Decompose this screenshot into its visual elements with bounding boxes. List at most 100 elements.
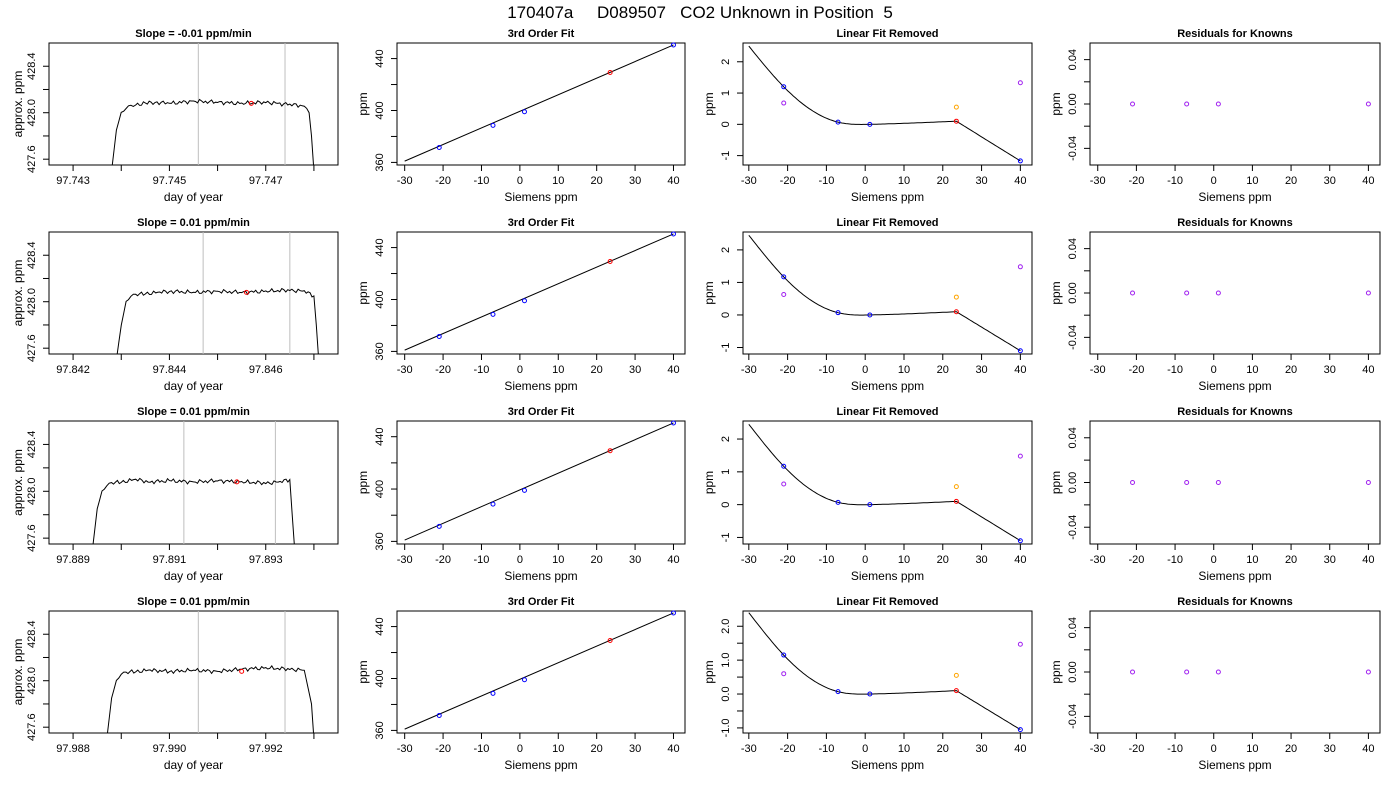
r2-residual-title: Linear Fit Removed [836,217,938,229]
r4-fit-ytick-label: 360 [374,721,386,739]
r3-residual-point [781,481,787,487]
r3-fit-fit-line [404,422,674,541]
r1-fit-xtick-label: -10 [474,175,490,187]
r1-residual-ylabel: ppm [702,92,716,115]
r1-trace-mean-marker [248,100,254,106]
r3-fit-ytick-label: 360 [374,532,386,550]
r4-residual-ytick-label: 1.0 [720,652,732,667]
r2-fit-xtick-label: -30 [397,364,413,376]
r3-trace-xtick-label: 97.893 [249,554,283,566]
r2-knowns-point [1184,290,1190,296]
r2-trace-ylabel: approx. ppm [11,260,25,327]
r4-fit-ylabel: ppm [356,660,370,683]
r4-residual-point [1017,641,1023,647]
r3-knowns-ytick-label: -0.04 [1067,515,1079,540]
r2-fit-xtick-label: 0 [517,364,523,376]
r3-knowns-plot-frame [1089,420,1381,545]
r4-trace-xtick-label: 97.992 [249,743,283,755]
r1-trace-ylabel: approx. ppm [11,71,25,138]
r2-knowns-ytick-label: -0.04 [1067,325,1079,350]
r1-trace-xtick-label: 97.743 [56,175,90,187]
r4-knowns-ylabel: ppm [1049,660,1063,683]
r2-trace-ytick-label: 428.0 [26,288,38,316]
r1-trace-plot-frame [48,42,339,166]
r3-trace-title: Slope = 0.01 ppm/min [137,406,250,418]
r3-residual-xtick-label: 40 [1014,554,1026,566]
r1-residual-ytick-label: -1 [720,151,732,161]
r1-fit-xtick-label: 0 [517,175,523,187]
r2-knowns-xtick-label: -30 [1090,364,1106,376]
r1-residual-plot-frame [742,42,1033,166]
r3-fit-title: 3rd Order Fit [508,406,575,418]
r3-knowns-xtick-label: 40 [1362,554,1374,566]
r2-trace-title: Slope = 0.01 ppm/min [137,217,250,229]
r1-knowns-xtick-label: 10 [1246,175,1258,187]
r2-residual-xlabel: Siemens ppm [851,379,924,393]
r1-knowns-point [1215,101,1221,107]
r3-trace-xlabel: day of year [164,569,223,583]
r4-fit-ytick-label: 440 [374,617,386,635]
r2-knowns-ylabel: ppm [1049,281,1063,304]
r2-trace-ytick-label: 427.6 [26,334,38,362]
r4-knowns-xtick-label: 0 [1211,743,1217,755]
r1-residual-cubic-curve [748,45,1021,162]
r3-fit-point [436,523,442,529]
r1-fit-xtick-label: 30 [629,175,641,187]
r1-trace-xtick-label: 97.747 [249,175,283,187]
r4-residual-point [867,691,873,697]
r4-fit-fit-line [404,612,674,730]
r3-fit-plot-frame [396,420,686,545]
r1-knowns-ytick-label: -0.04 [1067,136,1079,161]
r3-fit-point [521,487,527,493]
r4-fit-title: 3rd Order Fit [508,596,575,608]
r4-fit-xtick-label: 40 [667,743,679,755]
r4-knowns-ytick-label: -0.04 [1067,704,1079,729]
r3-fit-xtick-label: -10 [474,554,490,566]
r4-residual-point [953,688,959,694]
r1-knowns-xtick-label: 0 [1211,175,1217,187]
r4-residual-xtick-label: -10 [818,743,834,755]
r2-trace-mean-marker [243,289,249,295]
r3-residual-cubic-curve [748,423,1021,542]
r4-residual-point [781,652,787,658]
r2-residual-ylabel: ppm [702,281,716,304]
r2-fit-title: 3rd Order Fit [508,217,575,229]
r1-fit-ytick-label: 400 [374,101,386,119]
r1-residual-xtick-label: 0 [862,175,868,187]
r1-knowns-point [1130,101,1136,107]
r4-knowns-point [1130,669,1136,675]
r4-knowns-xtick-label: 30 [1324,743,1336,755]
r4-fit-ytick-label: 400 [374,669,386,687]
r1-residual-xtick-label: -20 [780,175,796,187]
r3-residual-xtick-label: 30 [975,554,987,566]
r1-fit-xtick-label: 20 [591,175,603,187]
r2-residual-point [1017,348,1023,354]
r2-fit-ylabel: ppm [356,281,370,304]
r1-knowns-xtick-label: -30 [1090,175,1106,187]
r1-fit-point [490,122,496,128]
r2-residual-point [781,291,787,297]
r1-fit-point [436,144,442,150]
r4-knowns-point [1215,669,1221,675]
r4-trace-ytick-label: 427.6 [26,713,38,741]
r2-residual-xtick-label: 10 [898,364,910,376]
r3-knowns-xlabel: Siemens ppm [1198,569,1271,583]
r3-knowns-point [1130,480,1136,485]
r1-residual-point [867,121,873,127]
r1-trace-title: Slope = -0.01 ppm/min [135,28,252,40]
r1-residual-point [953,118,959,124]
r1-trace-ytick-label: 428.4 [26,52,38,80]
r2-trace-ytick-label: 428.4 [26,241,38,269]
r1-residual-xtick-label: 40 [1014,175,1026,187]
r1-fit-plot-frame [396,42,686,166]
r2-fit-plot-frame [396,231,686,355]
r4-residual-xtick-label: 10 [898,743,910,755]
r3-knowns-xtick-label: -30 [1090,554,1106,566]
r4-residual-point [953,672,959,678]
r4-trace-ytick-label: 428.0 [26,667,38,695]
r2-knowns-ytick-label: 0.04 [1067,238,1079,259]
r3-fit-ylabel: ppm [356,471,370,494]
r3-fit-xtick-label: -30 [397,554,413,566]
r4-residual-xtick-label: 0 [862,743,868,755]
r1-fit-xtick-label: -30 [397,175,413,187]
